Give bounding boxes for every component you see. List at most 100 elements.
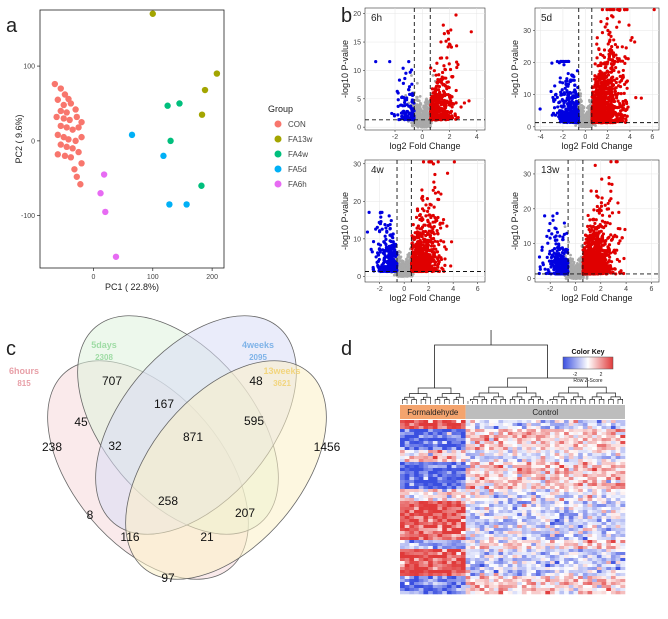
volcano-point-ns: [584, 125, 588, 128]
pca-point-fa13w: [198, 111, 206, 118]
volcano-point-up: [608, 81, 613, 85]
volcano-point-up: [605, 22, 609, 26]
volcano-point-up: [652, 8, 656, 12]
volcano-point-up: [595, 116, 599, 121]
volcano-point-up: [624, 100, 629, 104]
volcano-point-up: [433, 109, 438, 114]
volcano-point-up: [598, 87, 602, 91]
volcano-point-down: [389, 233, 393, 237]
volcano-point-up: [420, 218, 424, 223]
volcano-xlabel: log2 Fold Change: [389, 141, 460, 151]
volcano-point-up: [435, 218, 439, 223]
volcano-point-up: [421, 262, 425, 266]
volcano-point-up: [605, 69, 609, 73]
volcano-point-down: [378, 248, 382, 252]
volcano-point-up: [420, 216, 424, 220]
pca-point-con: [63, 124, 70, 131]
volcano-point-up: [418, 258, 422, 262]
volcano-point-up: [445, 171, 450, 175]
volcano-point-down: [560, 88, 564, 92]
volcano-point-up: [609, 70, 614, 74]
volcano-point-up: [428, 222, 432, 226]
pca-point-fa13w: [213, 70, 221, 77]
volcano-point-ns: [588, 118, 591, 121]
pca-point-fa5d: [128, 131, 136, 139]
volcano-point-up: [444, 115, 449, 119]
volcano-point-up: [602, 103, 607, 107]
volcano-point-up: [443, 100, 447, 104]
volcano-point-up: [422, 240, 426, 244]
volcano-point-down: [566, 93, 570, 98]
volcano-point-up: [416, 255, 420, 259]
volcano-point-up: [621, 68, 625, 73]
pca-point-fa6h: [112, 253, 120, 260]
volcano-point-down: [552, 99, 556, 104]
pca-point-fa5d: [160, 152, 167, 160]
volcano-ytick-label: 30: [523, 28, 531, 35]
volcano-point-up: [418, 227, 422, 231]
volcano-ytick-label: 15: [353, 40, 361, 47]
volcano-point-up: [605, 17, 609, 21]
legend-label-fa4w: FA4w: [288, 150, 308, 159]
volcano-point-up: [433, 191, 438, 195]
volcano-ytick-label: 0: [357, 125, 361, 132]
volcano-xtick-label: 4: [628, 134, 632, 141]
pca-point-con: [57, 107, 64, 115]
volcano-point-up: [604, 75, 609, 79]
volcano-point-up: [429, 229, 433, 233]
volcano-point-up: [436, 259, 440, 263]
volcano-point-down: [574, 113, 579, 117]
volcano-point-up: [609, 94, 613, 99]
volcano-point-up: [415, 233, 420, 237]
volcano-point-up: [423, 223, 427, 227]
volcano-point-up: [440, 70, 445, 75]
volcano-point-up: [433, 105, 437, 109]
volcano-point-ns: [585, 110, 589, 114]
volcano-point-up: [617, 8, 621, 12]
volcano-point-up: [609, 109, 613, 113]
volcano-point-up: [430, 108, 434, 112]
pca-point-con: [53, 113, 60, 121]
volcano-point-up: [609, 62, 613, 66]
volcano-point-up: [434, 73, 438, 77]
volcano-point-down: [382, 240, 386, 244]
volcano-point-up: [622, 91, 626, 96]
volcano-point-ns: [425, 102, 429, 106]
volcano-point-down: [389, 245, 393, 250]
volcano-point-up: [448, 67, 453, 72]
pca-point-con: [57, 85, 64, 92]
volcano-point-up: [418, 212, 422, 217]
volcano-point-ns: [398, 256, 402, 260]
volcano-point-ns: [431, 74, 435, 77]
legend-label-fa6h: FA6h: [288, 180, 307, 189]
volcano-point-up: [595, 56, 599, 60]
volcano-point-up: [435, 250, 440, 254]
volcano-point-up: [601, 112, 605, 116]
pca-ylabel: PC2 ( 9.6%): [14, 114, 24, 163]
volcano-point-up: [428, 233, 433, 238]
volcano-point-up: [441, 221, 445, 225]
volcano-point-up: [599, 107, 603, 111]
volcano-point-ns: [415, 81, 419, 85]
volcano-point-down: [572, 78, 576, 82]
volcano-point-up: [441, 23, 445, 27]
volcano-point-up: [449, 116, 453, 120]
volcano-facet-label: 6h: [371, 13, 382, 24]
volcano-point-up: [431, 188, 435, 192]
volcano-point-ns: [398, 250, 402, 254]
volcano-point-down: [389, 218, 393, 223]
volcano-point-ns: [426, 121, 430, 125]
volcano-point-down: [383, 268, 388, 272]
volcano-point-ns: [398, 263, 402, 267]
pca-point-con: [75, 124, 82, 131]
volcano-point-down: [401, 111, 405, 115]
volcano-point-down: [401, 66, 405, 70]
volcano-point-up: [424, 266, 428, 270]
pca-point-con: [72, 137, 79, 145]
volcano-point-ns: [410, 74, 413, 77]
volcano-point-up: [616, 57, 620, 61]
volcano-point-down: [574, 107, 578, 111]
pca-point-con: [63, 143, 70, 151]
volcano-point-down: [566, 115, 570, 119]
volcano-point-ns: [424, 125, 428, 129]
